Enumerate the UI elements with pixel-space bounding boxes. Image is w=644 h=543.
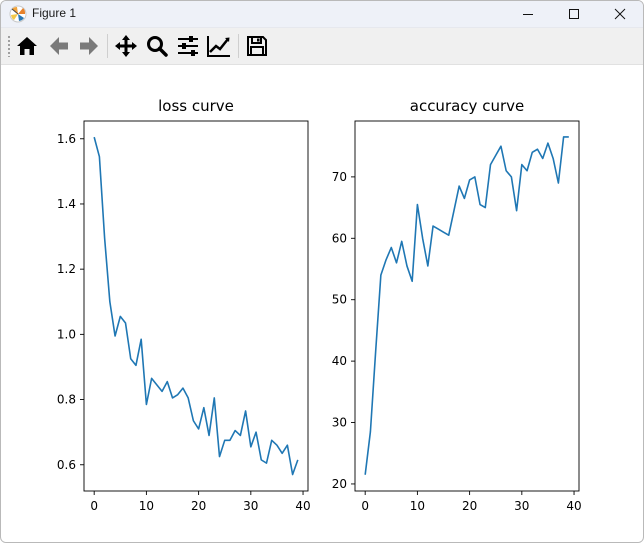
magnifier-icon (147, 36, 168, 57)
accuracy-x-tick-label: 30 (514, 499, 529, 513)
loss-axes: loss curve 0 10 20 30 40 0.6 0.8 1.0 1.2 1.4 1.6 (57, 97, 311, 513)
accuracy-x-tick-label: 40 (566, 499, 581, 513)
maximize-button[interactable] (551, 1, 597, 27)
edit-axis-button[interactable] (205, 32, 233, 60)
accuracy-y-tick-label: 30 (332, 416, 347, 430)
loss-series-line (93, 136, 299, 476)
accuracy-x-tick-label: 20 (462, 499, 477, 513)
forward-button[interactable] (75, 32, 103, 60)
accuracy-x-tick-label: 0 (361, 499, 369, 513)
loss-y-tick-label: 1.6 (57, 132, 76, 146)
figure-canvas[interactable]: loss curve 0 10 20 30 40 0.6 0.8 1.0 1.2 1.4 1.6 acc… (2, 65, 642, 542)
loss-y-tick-label: 1.4 (57, 197, 76, 211)
pan-button[interactable] (112, 32, 140, 60)
loss-x-tick-label: 40 (295, 499, 310, 513)
maximize-icon (569, 9, 579, 19)
loss-chart-title: loss curve (158, 97, 234, 115)
arrow-right-icon (80, 37, 98, 55)
accuracy-y-tick-label: 50 (332, 293, 347, 307)
accuracy-chart-title: accuracy curve (410, 97, 524, 115)
toolbar-grip[interactable] (7, 35, 11, 57)
accuracy-axes: accuracy curve 0 10 20 30 40 20 30 40 50 60 70 (332, 97, 582, 513)
zoom-button[interactable] (143, 32, 171, 60)
move-icon (115, 35, 137, 57)
toolbar-separator (238, 34, 239, 58)
title-bar[interactable]: Figure 1 (1, 1, 643, 28)
matplotlib-app-icon (9, 5, 27, 23)
accuracy-axes-frame (354, 120, 580, 492)
close-button[interactable] (597, 1, 643, 27)
loss-y-tick-label: 0.8 (57, 393, 76, 407)
home-icon (17, 37, 37, 55)
navigation-toolbar (1, 28, 643, 65)
floppy-disk-icon (247, 36, 267, 56)
configure-subplots-button[interactable] (174, 32, 202, 60)
loss-x-tick-label: 10 (139, 499, 154, 513)
loss-x-tick-label: 0 (90, 499, 98, 513)
accuracy-y-tick-label: 60 (332, 231, 347, 245)
line-chart-icon (207, 36, 230, 57)
accuracy-x-tick-label: 10 (410, 499, 425, 513)
minimize-icon (523, 14, 533, 15)
window-title: Figure 1 (32, 6, 77, 20)
accuracy-series-line (364, 136, 569, 475)
toolbar-separator (107, 34, 108, 58)
loss-y-tick-label: 1.2 (57, 262, 76, 276)
home-button[interactable] (13, 32, 41, 60)
loss-y-tick-label: 0.6 (57, 458, 76, 472)
save-button[interactable] (243, 32, 271, 60)
loss-x-tick-label: 30 (243, 499, 258, 513)
minimize-button[interactable] (505, 1, 551, 27)
loss-axes-frame (83, 120, 309, 492)
sliders-icon (178, 36, 198, 56)
loss-y-tick-label: 1.0 (57, 327, 76, 341)
close-icon (614, 8, 626, 20)
arrow-left-icon (50, 37, 68, 55)
back-button[interactable] (45, 32, 73, 60)
figure-plot-area: loss curve 0 10 20 30 40 0.6 0.8 1.0 1.2 1.4 1.6 acc… (57, 97, 582, 513)
accuracy-y-tick-label: 40 (332, 354, 347, 368)
loss-x-tick-label: 20 (191, 499, 206, 513)
accuracy-y-tick-label: 70 (332, 170, 347, 184)
accuracy-y-tick-label: 20 (332, 477, 347, 491)
